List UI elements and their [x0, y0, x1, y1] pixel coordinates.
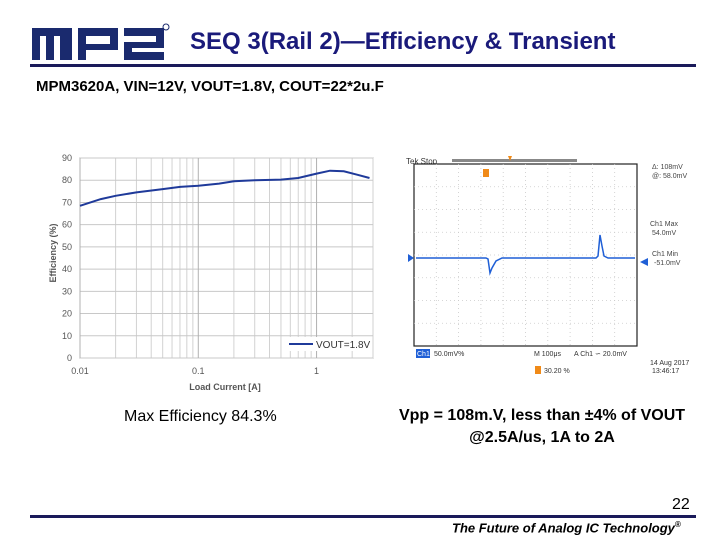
y-axis-label: Efficiency (%): [48, 223, 58, 282]
ch1-badge-label: Ch1: [417, 351, 430, 358]
trigger-position-marker: [508, 156, 512, 161]
y-tick-label: 50: [62, 242, 72, 252]
ch1-ground-marker: [408, 254, 414, 262]
transient-caption-line1: Vpp = 108m.V, less than ±4% of VOUT: [398, 407, 686, 424]
slide-title: SEQ 3(Rail 2)—Efficiency & Transient: [190, 28, 616, 55]
ch1-max-value: 54.0mV: [652, 230, 676, 237]
oscilloscope-capture: Tek Stop Δ: 108mV @: 58.0mV Ch1 Max 54.0…: [406, 156, 689, 375]
plot-area: [79, 157, 374, 359]
x-tick-label: 0.01: [71, 366, 89, 376]
page-number: 22: [672, 496, 690, 513]
ch1-badge: [416, 349, 430, 358]
trigger-percent: 30.20 %: [544, 368, 570, 375]
efficiency-series-line: [79, 169, 370, 207]
ch1-trace: [416, 234, 635, 276]
ch1-min-value: -51.0mV: [654, 260, 681, 267]
registered-mark: ®: [674, 520, 681, 529]
x-tick-label: 1: [314, 366, 319, 376]
cursor-marker: [483, 169, 489, 177]
y-tick-label: 0: [67, 353, 72, 363]
y-tick-label: 90: [62, 153, 72, 163]
mps-logo: [32, 23, 170, 60]
title-divider: [30, 64, 696, 67]
efficiency-chart: 0 10 20 30 40 50 60 70 80 90 0.01 0.1 1 VOUT=1.8V L…: [48, 153, 374, 392]
y-tick-label: 10: [62, 331, 72, 341]
cursor-delta: Δ: 108mV: [652, 164, 683, 171]
legend-label: VOUT=1.8V: [316, 340, 371, 351]
y-tick-label: 20: [62, 309, 72, 319]
scope-status: Tek Stop: [406, 157, 438, 166]
cursor-at: @: 58.0mV: [652, 173, 687, 180]
y-tick-label: 60: [62, 220, 72, 230]
y-tick-label: 80: [62, 175, 72, 185]
footer-divider: [30, 515, 696, 518]
y-tick-label: 30: [62, 286, 72, 296]
ch1-scale: 50.0mV%: [434, 351, 464, 358]
transient-caption: Vpp = 108m.V, less than ±4% of VOUT @2.5…: [376, 405, 708, 449]
tagline-text: The Future of Analog IC Technology: [452, 520, 675, 536]
capture-time: 13:46:17: [652, 368, 679, 375]
capture-date: 14 Aug 2017: [650, 360, 689, 367]
ch1-min-label: Ch1 Min: [652, 251, 678, 258]
ch1-level-marker: [640, 258, 648, 266]
scope-record-bar: [452, 159, 577, 162]
y-tick-label: 70: [62, 197, 72, 207]
scope-graticule: [413, 163, 638, 347]
ch1-max-label: Ch1 Max: [650, 221, 679, 228]
y-tick-label: 40: [62, 264, 72, 274]
footer-tagline: The Future of Analog IC Technology®: [452, 520, 681, 535]
legend: VOUT=1.8V: [285, 337, 371, 351]
x-axis-label: Load Current [A]: [189, 382, 261, 392]
transient-caption-line2: @2.5A/us, 1A to 2A: [469, 429, 615, 446]
percent-marker: [535, 366, 541, 374]
slide-subtitle: MPM3620A, VIN=12V, VOUT=1.8V, COUT=22*2u…: [36, 78, 384, 95]
x-tick-label: 0.1: [192, 366, 205, 376]
efficiency-caption: Max Efficiency 84.3%: [124, 408, 277, 425]
trigger-setting: A Ch1 ∽ 20.0mV: [574, 351, 627, 358]
timebase: M 100μs: [534, 351, 561, 358]
